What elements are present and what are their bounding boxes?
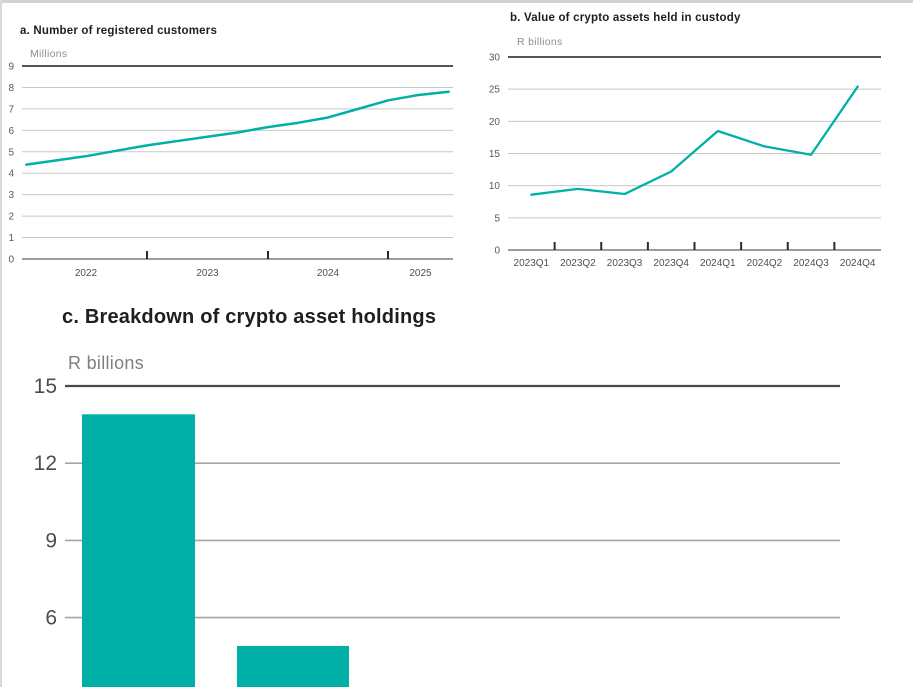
chart-a-unit-label: Millions: [30, 48, 68, 60]
chart-b-unit-label: R billions: [517, 36, 563, 48]
chart-c-bar: [82, 414, 195, 687]
chart-c-bar: [237, 645, 349, 687]
chart-c-ytick-label: 9: [45, 529, 57, 552]
chart-b-xtick-label: 2024Q4: [840, 258, 876, 269]
chart-b-xtick-label: 2023Q1: [514, 258, 550, 269]
chart-a-ytick-label: 2: [8, 212, 14, 223]
chart-a-ytick-label: 0: [8, 255, 14, 266]
chart-b-xtick-label: 2023Q2: [560, 258, 596, 269]
chart-a-ytick-label: 3: [8, 190, 14, 201]
chart-a-data-line: [25, 90, 450, 166]
chart-a-ytick-label: 6: [8, 126, 14, 137]
chart-c-ytick-label: 6: [45, 607, 57, 630]
chart-b-xtick-label: 2023Q3: [607, 258, 643, 269]
chart-b-ytick-label: 5: [494, 213, 500, 224]
chart-b-xtick-label: 2024Q1: [700, 258, 736, 269]
chart-a-ytick-label: 7: [8, 104, 14, 115]
chart-b-xtick-label: 2023Q4: [653, 258, 689, 269]
chart-a-title: a. Number of registered customers: [20, 25, 218, 37]
chart-b-xtick-label: 2024Q2: [747, 258, 783, 269]
chart-a-xtick-label: 2024: [317, 268, 340, 279]
chart-b-ytick-label: 20: [489, 117, 501, 128]
chart-b-ytick-label: 30: [489, 53, 501, 64]
chart-c-unit-label: R billions: [68, 353, 145, 373]
chart-a-ytick-label: 8: [8, 83, 14, 94]
chart-a-ytick-label: 1: [8, 233, 14, 244]
page-left-edge: [0, 0, 2, 687]
chart-a-ytick-label: 5: [8, 147, 14, 158]
chart-a-plot: 0 1 2 3 4 5 6 7 8 9 2022 2023 2024 2025: [8, 62, 453, 279]
chart-a-xtick-label: 2022: [75, 268, 98, 279]
chart-b-xtick-label: 2024Q3: [793, 258, 829, 269]
page-top-edge: [0, 0, 913, 3]
chart-a-ytick-label: 4: [8, 169, 14, 180]
chart-c-plot: 15 12 9 6: [34, 375, 840, 687]
chart-b-ytick-label: 10: [489, 181, 501, 192]
chart-c-ytick-label: 15: [34, 375, 57, 398]
chart-b-ytick-label: 15: [489, 149, 501, 160]
chart-a-xtick-label: 2023: [196, 268, 219, 279]
chart-b-ytick-label: 0: [494, 246, 500, 257]
chart-a-xtick-label: 2025: [409, 268, 432, 279]
chart-a-ytick-label: 9: [8, 62, 14, 73]
chart-b-data-line: [530, 85, 859, 196]
chart-c-title: c. Breakdown of crypto asset holdings: [62, 306, 437, 328]
chart-b-title: b. Value of crypto assets held in custod…: [510, 12, 741, 24]
chart-c-ytick-label: 12: [34, 452, 57, 475]
chart-b-ytick-label: 25: [489, 85, 501, 96]
chart-b-plot: 0 5 10 15 20 25 30 2023Q1 2023Q2 2023Q3 2023Q4 2024…: [489, 53, 881, 269]
